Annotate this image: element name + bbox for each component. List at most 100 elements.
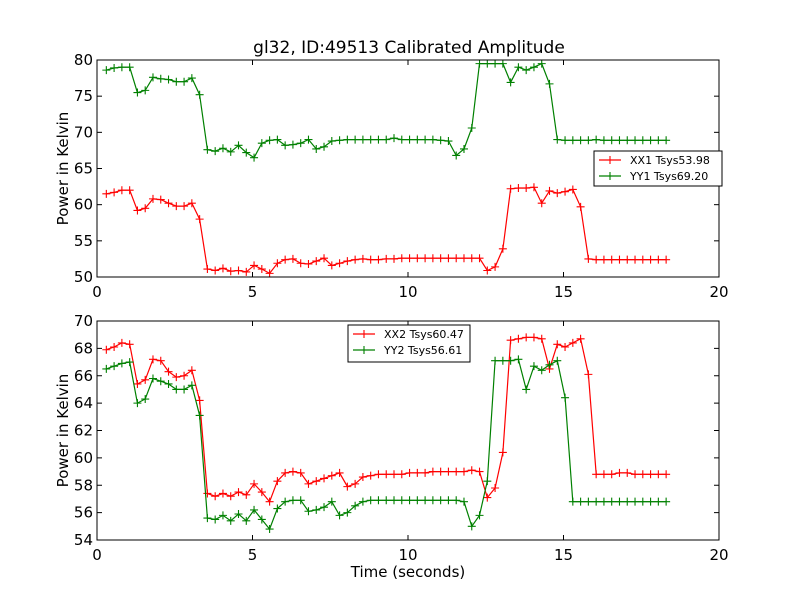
data-point bbox=[172, 373, 181, 382]
data-point bbox=[483, 59, 492, 68]
data-point bbox=[646, 136, 655, 145]
data-point bbox=[615, 497, 624, 506]
data-point bbox=[397, 496, 406, 505]
x-tick-label: 20 bbox=[709, 283, 728, 301]
data-point bbox=[475, 467, 484, 476]
data-point bbox=[327, 137, 336, 146]
y-tick-label: 75 bbox=[74, 87, 93, 105]
data-point bbox=[475, 59, 484, 68]
data-point bbox=[133, 88, 142, 97]
data-point bbox=[483, 266, 492, 275]
data-point bbox=[662, 470, 671, 479]
data-point bbox=[218, 264, 227, 273]
data-point bbox=[320, 254, 329, 263]
data-point bbox=[638, 497, 647, 506]
data-point bbox=[646, 255, 655, 264]
y-tick-label: 60 bbox=[74, 449, 93, 467]
x-tick-label: 15 bbox=[554, 283, 573, 301]
data-point bbox=[203, 145, 212, 154]
data-point bbox=[607, 136, 616, 145]
data-point bbox=[638, 136, 647, 145]
data-point bbox=[452, 254, 461, 263]
data-point bbox=[553, 340, 562, 349]
data-point bbox=[265, 136, 274, 145]
data-point bbox=[631, 470, 640, 479]
data-point bbox=[529, 333, 538, 342]
y-tick-label: 65 bbox=[74, 160, 93, 178]
data-point bbox=[374, 255, 383, 264]
data-point bbox=[257, 488, 266, 497]
data-point bbox=[250, 479, 259, 488]
y-tick-label: 54 bbox=[74, 531, 93, 549]
data-point bbox=[164, 367, 173, 376]
data-point bbox=[148, 355, 157, 364]
data-point bbox=[125, 358, 134, 367]
data-point bbox=[631, 497, 640, 506]
data-point bbox=[242, 516, 251, 525]
data-point bbox=[553, 189, 562, 198]
x-tick-label: 10 bbox=[398, 546, 417, 564]
data-point bbox=[281, 141, 290, 150]
data-point bbox=[327, 261, 336, 270]
data-point bbox=[599, 497, 608, 506]
data-point bbox=[304, 479, 313, 488]
data-point bbox=[459, 254, 468, 263]
data-point bbox=[413, 496, 422, 505]
legend-label: XX2 Tsys60.47 bbox=[384, 328, 464, 341]
data-point bbox=[382, 135, 391, 144]
data-point bbox=[654, 497, 663, 506]
data-point bbox=[366, 471, 375, 480]
data-point bbox=[654, 136, 663, 145]
y-tick-label: 66 bbox=[74, 367, 93, 385]
legend: XX1 Tsys53.98 YY1 Tsys69.20 bbox=[593, 150, 723, 187]
data-point bbox=[110, 63, 119, 72]
data-point bbox=[257, 139, 266, 148]
data-point bbox=[211, 147, 220, 156]
data-point bbox=[125, 340, 134, 349]
data-point bbox=[615, 255, 624, 264]
data-point bbox=[273, 259, 282, 268]
data-point bbox=[584, 370, 593, 379]
data-point bbox=[436, 254, 445, 263]
data-point bbox=[459, 144, 468, 153]
data-point bbox=[631, 136, 640, 145]
data-point bbox=[491, 356, 500, 365]
data-point bbox=[234, 266, 243, 275]
data-point bbox=[537, 199, 546, 208]
data-point bbox=[304, 507, 313, 516]
data-point bbox=[250, 261, 259, 270]
data-point bbox=[607, 497, 616, 506]
data-point bbox=[288, 254, 297, 263]
data-point bbox=[405, 254, 414, 263]
data-point bbox=[110, 188, 119, 197]
data-point bbox=[599, 470, 608, 479]
data-point bbox=[195, 396, 204, 405]
data-point bbox=[358, 254, 367, 263]
legend-marker bbox=[606, 172, 614, 180]
data-point bbox=[374, 135, 383, 144]
data-point bbox=[498, 356, 507, 365]
data-point bbox=[514, 355, 523, 364]
data-point bbox=[102, 364, 111, 373]
data-point bbox=[444, 467, 453, 476]
data-point bbox=[320, 142, 329, 151]
legend: XX2 Tsys60.47 YY2 Tsys56.61 bbox=[347, 324, 471, 363]
data-point bbox=[187, 366, 196, 375]
data-point bbox=[390, 134, 399, 143]
data-point bbox=[102, 189, 111, 198]
data-point bbox=[576, 202, 585, 211]
data-point bbox=[156, 195, 165, 204]
data-point bbox=[599, 136, 608, 145]
data-point bbox=[257, 265, 266, 274]
y-tick-label: 60 bbox=[74, 196, 93, 214]
data-point bbox=[491, 483, 500, 492]
data-point bbox=[529, 183, 538, 192]
data-point bbox=[180, 77, 189, 86]
data-point bbox=[537, 334, 546, 343]
data-point bbox=[242, 267, 251, 276]
data-point bbox=[646, 497, 655, 506]
data-point bbox=[172, 202, 181, 211]
data-point bbox=[180, 385, 189, 394]
data-point bbox=[320, 503, 329, 512]
